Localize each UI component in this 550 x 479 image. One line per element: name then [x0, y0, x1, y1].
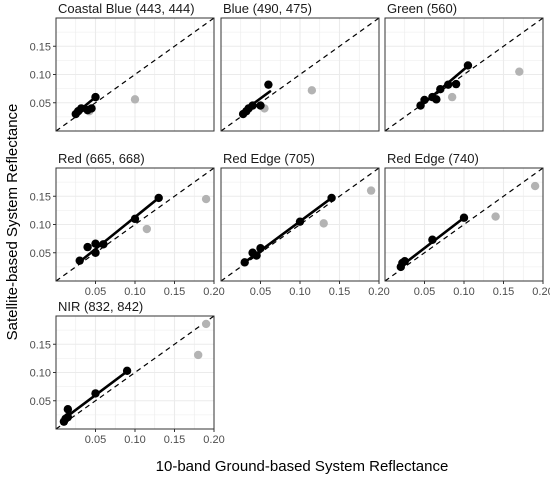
panel-title: Green (560)	[387, 1, 457, 16]
excluded-point	[130, 95, 140, 104]
excluded-point	[201, 319, 211, 329]
excluded-point	[515, 67, 524, 76]
data-point	[63, 412, 73, 422]
data-point	[122, 366, 132, 376]
excluded-point	[491, 212, 500, 221]
facet-panels: Coastal Blue (443, 444) 0.05 0.10 0.15 Blue …	[30, 1, 550, 446]
data-point	[130, 214, 140, 224]
data-point	[75, 256, 84, 265]
data-point	[63, 405, 73, 414]
y-axis-title: Satellite-based System Reflectance	[4, 104, 21, 341]
x-tick-label: 0.20	[203, 434, 224, 446]
data-point	[154, 193, 163, 203]
data-point	[248, 101, 257, 110]
facet-panel: Red Edge (705) 0.05 0.10 0.15 0.20	[220, 151, 390, 298]
y-tick-label: 0.05	[30, 396, 51, 408]
excluded-point	[530, 181, 540, 191]
facet-panel: Red Edge (740) 0.05 0.10 0.15 0.20	[384, 151, 550, 298]
x-tick-label: 0.05	[250, 286, 271, 298]
data-point	[91, 248, 100, 257]
panel-title: Coastal Blue (443, 444)	[58, 1, 195, 16]
x-tick-label: 0.15	[493, 286, 514, 298]
panel-title: Red (665, 668)	[58, 151, 145, 166]
panel-border	[220, 17, 380, 132]
y-tick-label: 0.15	[30, 41, 51, 53]
data-point	[252, 251, 261, 260]
data-point	[77, 104, 86, 113]
y-tick-label: 0.05	[30, 248, 51, 260]
data-point	[83, 242, 92, 252]
data-point	[256, 244, 265, 253]
x-tick-label: 0.20	[368, 286, 389, 298]
excluded-point	[194, 350, 203, 360]
x-tick-label: 0.20	[203, 286, 224, 298]
data-point	[295, 217, 305, 226]
panel-title: NIR (832, 842)	[58, 299, 143, 314]
excluded-point	[201, 194, 211, 204]
data-point	[463, 61, 473, 70]
y-tick-label: 0.10	[30, 70, 51, 82]
data-point	[256, 101, 265, 110]
x-tick-label: 0.10	[453, 286, 474, 298]
x-tick-label: 0.15	[329, 286, 350, 298]
excluded-point	[447, 92, 457, 102]
y-tick-label: 0.10	[30, 368, 51, 380]
data-point	[432, 95, 441, 104]
x-tick-label: 0.15	[164, 286, 185, 298]
y-tick-label: 0.15	[30, 191, 51, 203]
data-point	[459, 213, 469, 222]
excluded-point	[142, 224, 152, 234]
data-point	[99, 240, 108, 249]
facet-panel: Red (665, 668) 0.05 0.10 0.15 0.05 0.10 0.15 0.…	[30, 151, 225, 298]
x-axis-title: 10-band Ground-based System Reflectance	[156, 458, 449, 475]
y-tick-label: 0.15	[30, 339, 51, 351]
x-tick-label: 0.05	[85, 286, 106, 298]
data-point	[240, 258, 249, 267]
facet-panel: Blue (490, 475)	[220, 1, 380, 132]
panel-title: Blue (490, 475)	[223, 1, 312, 16]
data-point	[428, 235, 437, 244]
facet-panel: NIR (832, 842) 0.05 0.10 0.15 0.05 0.10 0.15 0.…	[30, 299, 225, 446]
data-point	[444, 80, 453, 89]
panel-title: Red Edge (740)	[387, 151, 479, 166]
data-point	[91, 389, 100, 398]
y-tick-label: 0.10	[30, 220, 51, 232]
x-tick-label: 0.10	[289, 286, 310, 298]
x-tick-label: 0.10	[124, 434, 145, 446]
data-point	[451, 79, 461, 89]
excluded-point	[307, 86, 317, 95]
y-tick-label: 0.05	[30, 98, 51, 110]
data-point	[400, 257, 409, 266]
data-point	[91, 239, 100, 248]
data-point	[91, 92, 100, 102]
panel-border	[384, 17, 544, 132]
facet-panel: Green (560)	[384, 1, 544, 132]
data-point	[327, 193, 336, 203]
data-point	[87, 104, 96, 113]
x-tick-label: 0.05	[414, 286, 435, 298]
data-point	[436, 84, 445, 94]
facet-panel: Coastal Blue (443, 444) 0.05 0.10 0.15	[30, 1, 215, 132]
x-tick-label: 0.15	[164, 434, 185, 446]
excluded-point	[366, 186, 376, 195]
x-tick-label: 0.20	[532, 286, 550, 298]
data-point	[420, 95, 429, 105]
x-tick-label: 0.05	[85, 434, 106, 446]
excluded-point	[319, 219, 328, 228]
data-point	[264, 80, 273, 89]
x-tick-label: 0.10	[124, 286, 145, 298]
panel-title: Red Edge (705)	[223, 151, 315, 166]
